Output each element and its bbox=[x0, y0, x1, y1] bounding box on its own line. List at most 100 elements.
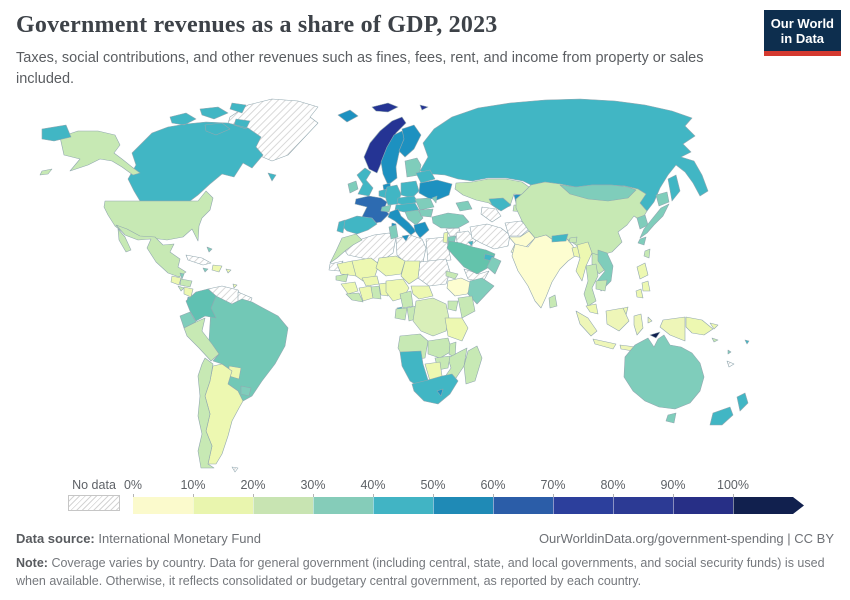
map-region-greece[interactable] bbox=[413, 221, 430, 239]
map-region-turkmenistan[interactable] bbox=[480, 206, 502, 223]
map-region-spain[interactable] bbox=[341, 215, 378, 235]
map-region-chukotka[interactable] bbox=[41, 124, 72, 142]
owid-logo[interactable]: Our World in Data bbox=[763, 10, 841, 56]
map-region-somalia[interactable] bbox=[467, 277, 495, 305]
map-region-australia[interactable] bbox=[623, 334, 705, 410]
map-region-switzerland[interactable] bbox=[380, 204, 392, 213]
legend-segment-30[interactable] bbox=[313, 494, 373, 514]
map-region-eritrea[interactable] bbox=[445, 270, 459, 280]
map-region-alaska[interactable] bbox=[39, 130, 141, 176]
map-region-guatemala[interactable] bbox=[170, 275, 182, 286]
legend-segment-100[interactable] bbox=[733, 494, 793, 514]
legend-segment-20[interactable] bbox=[253, 494, 313, 514]
map-region-hispaniola[interactable] bbox=[211, 264, 223, 273]
map-region-moldova[interactable] bbox=[431, 195, 438, 204]
map-region-afghanistan[interactable] bbox=[504, 220, 531, 237]
map-region-bulgaria[interactable] bbox=[418, 208, 434, 218]
map-region-solomon[interactable] bbox=[711, 337, 719, 343]
map-region-tasmania[interactable] bbox=[665, 412, 677, 424]
map-region-niger[interactable] bbox=[375, 255, 406, 277]
map-region-sudan[interactable] bbox=[417, 258, 451, 287]
map-region-philippines[interactable] bbox=[635, 262, 651, 299]
legend-segment-40[interactable] bbox=[373, 494, 433, 514]
map-region-new-caledonia[interactable] bbox=[726, 360, 735, 368]
map-region-sweden[interactable] bbox=[380, 130, 407, 186]
map-region-cameroon[interactable] bbox=[399, 290, 414, 309]
map-region-falklands[interactable] bbox=[231, 466, 239, 473]
legend-segment-70[interactable] bbox=[553, 494, 613, 514]
map-region-nepal[interactable] bbox=[551, 233, 569, 243]
map-region-png[interactable] bbox=[685, 316, 719, 336]
map-region-burkina[interactable] bbox=[361, 275, 380, 287]
map-region-puerto-rico[interactable] bbox=[225, 268, 232, 274]
map-region-chad[interactable] bbox=[400, 260, 421, 285]
map-region-zambia[interactable] bbox=[427, 337, 453, 359]
map-region-cambodia[interactable] bbox=[595, 279, 608, 292]
map-region-kenya[interactable] bbox=[457, 295, 476, 319]
map-region-south-africa[interactable] bbox=[411, 373, 459, 405]
map-region-finland[interactable] bbox=[398, 124, 422, 158]
legend-segment-50[interactable] bbox=[433, 494, 493, 514]
map-region-belarus[interactable] bbox=[415, 169, 436, 184]
legend-no-data[interactable]: No data bbox=[68, 478, 120, 511]
map-region-gabon[interactable] bbox=[394, 307, 408, 321]
map-region-peru[interactable] bbox=[183, 317, 220, 362]
map-region-iceland[interactable] bbox=[337, 109, 359, 123]
map-region-ukraine[interactable] bbox=[418, 179, 453, 201]
map-region-svalbard[interactable] bbox=[371, 102, 429, 113]
map-region-mongolia[interactable] bbox=[559, 184, 637, 202]
map-region-jamaica[interactable] bbox=[202, 267, 209, 273]
map-region-thailand[interactable] bbox=[583, 263, 599, 307]
map-region-trinidad[interactable] bbox=[232, 283, 238, 289]
map-region-balkans[interactable] bbox=[404, 209, 424, 226]
map-region-bahamas[interactable] bbox=[206, 246, 213, 253]
legend-segment-90[interactable] bbox=[673, 494, 733, 514]
map-region-caucasus[interactable] bbox=[455, 200, 473, 212]
map-region-cuba[interactable] bbox=[185, 254, 212, 266]
map-region-guinea[interactable] bbox=[340, 281, 359, 295]
map-region-mexico[interactable] bbox=[115, 224, 187, 278]
map-region-chile[interactable] bbox=[197, 357, 215, 469]
legend-segment-0[interactable] bbox=[133, 494, 193, 514]
map-region-taiwan[interactable] bbox=[643, 248, 651, 259]
map-region-lesotho[interactable] bbox=[436, 388, 444, 397]
license-link[interactable]: OurWorldinData.org/government-spending |… bbox=[538, 531, 834, 546]
map-region-el-salvador[interactable] bbox=[177, 285, 185, 292]
map-region-turkey[interactable] bbox=[431, 212, 470, 229]
map-region-ireland[interactable] bbox=[347, 180, 359, 194]
map-region-usa[interactable] bbox=[103, 190, 214, 242]
map-region-nicaragua[interactable] bbox=[183, 286, 194, 298]
map-region-uruguay[interactable] bbox=[240, 385, 252, 397]
map-region-uganda[interactable] bbox=[447, 300, 459, 312]
map-region-drc[interactable] bbox=[412, 297, 450, 337]
map-region-car[interactable] bbox=[410, 285, 434, 300]
map-region-sri-lanka[interactable] bbox=[548, 294, 558, 309]
map-region-morocco[interactable] bbox=[329, 233, 363, 264]
map-region-ethiopia[interactable] bbox=[446, 277, 475, 297]
map-region-ghana[interactable] bbox=[370, 285, 382, 300]
legend-segment-80[interactable] bbox=[613, 494, 673, 514]
map-region-india[interactable] bbox=[511, 234, 576, 309]
map-region-baltics[interactable] bbox=[404, 157, 422, 178]
map-region-poland[interactable] bbox=[400, 180, 420, 199]
map-region-germany[interactable] bbox=[384, 184, 402, 206]
map-region-canada[interactable] bbox=[127, 102, 277, 202]
map-region-new-zealand[interactable] bbox=[709, 392, 749, 426]
legend-segment-60[interactable] bbox=[493, 494, 553, 514]
map-region-bhutan[interactable] bbox=[568, 236, 578, 244]
map-region-madagascar[interactable] bbox=[463, 345, 483, 385]
map-region-vanuatu[interactable] bbox=[727, 349, 732, 355]
map-region-uzbekistan[interactable] bbox=[488, 197, 512, 212]
map-region-brazil[interactable] bbox=[208, 295, 289, 402]
map-region-belize[interactable] bbox=[179, 272, 185, 280]
map-region-tanzania[interactable] bbox=[444, 317, 469, 342]
map-region-colombia[interactable] bbox=[185, 288, 217, 322]
map-region-timor-leste[interactable] bbox=[649, 331, 661, 339]
map-region-lebanon-israel[interactable] bbox=[442, 231, 449, 244]
map-region-myanmar[interactable] bbox=[575, 241, 593, 282]
no-data-swatch[interactable] bbox=[68, 495, 120, 511]
map-region-russia[interactable] bbox=[419, 98, 709, 212]
map-region-tunisia[interactable] bbox=[388, 224, 399, 240]
map-region-kazakhstan[interactable] bbox=[454, 178, 530, 211]
map-region-libya[interactable] bbox=[395, 234, 427, 266]
